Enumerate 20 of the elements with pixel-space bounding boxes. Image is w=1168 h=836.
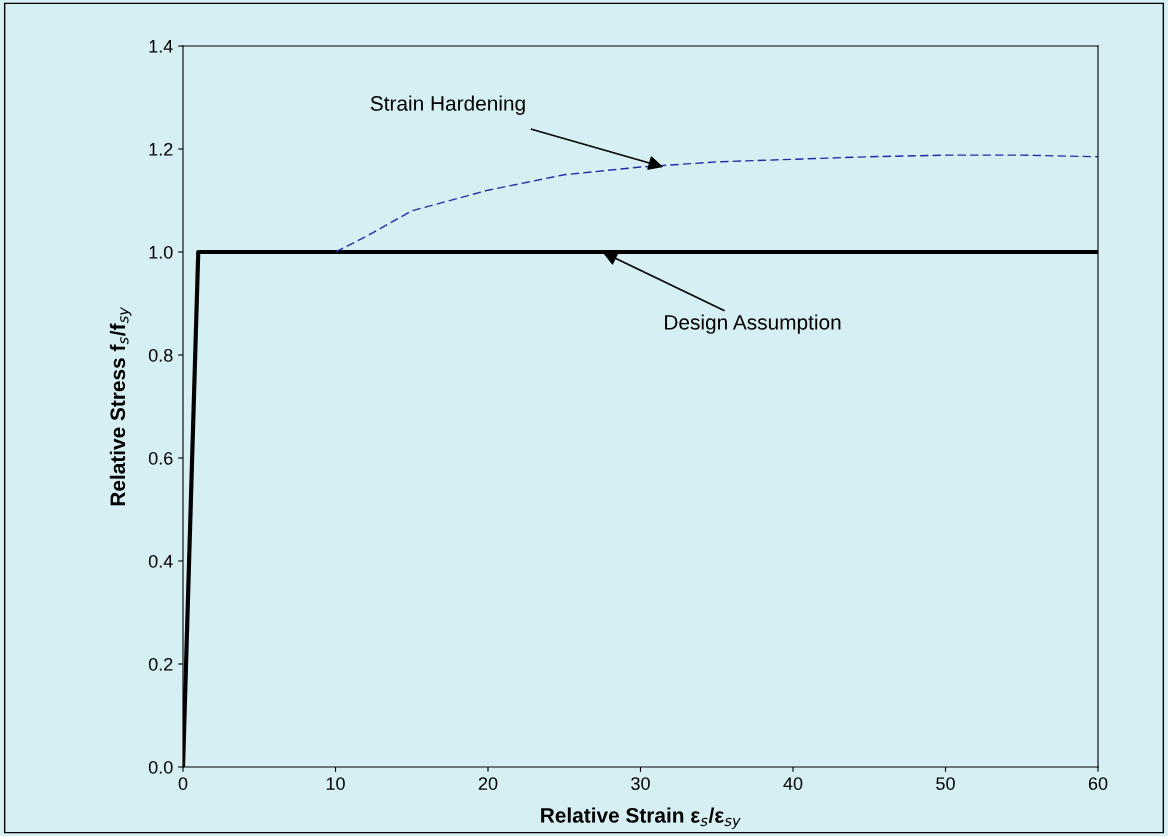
- x-tick-label: 20: [478, 777, 498, 790]
- y-tick-label: 0.6: [148, 451, 173, 465]
- y-tick-label: 0.2: [148, 657, 173, 671]
- annotation: Design Assumption: [665, 314, 841, 334]
- y-tick-label: 1.4: [149, 40, 173, 53]
- y-tick-label: 0.8: [148, 348, 173, 362]
- x-tick-label: 40: [783, 777, 803, 790]
- y-tick-label: 0.0: [148, 760, 173, 774]
- x-tick-label: 0: [178, 777, 188, 790]
- x-tick-label: 10: [326, 777, 345, 790]
- x-tick-label: 50: [936, 777, 955, 790]
- y-tick-label: 1.2: [149, 142, 173, 156]
- y-tick-label: 0.4: [148, 554, 173, 568]
- y-axis-title: Relative Stress f$_{s}$/f$_{sy}$: [109, 306, 132, 506]
- x-axis-title: Relative Strain ε$_{s}$/ε$_{sy}$: [541, 807, 741, 829]
- x-tick-label: 60: [1088, 777, 1108, 790]
- x-tick-label: 30: [631, 777, 650, 790]
- line-series: [334, 154, 1098, 253]
- y-tick-label: 1.0: [149, 245, 173, 259]
- annotation: Strain Hardening: [370, 95, 525, 115]
